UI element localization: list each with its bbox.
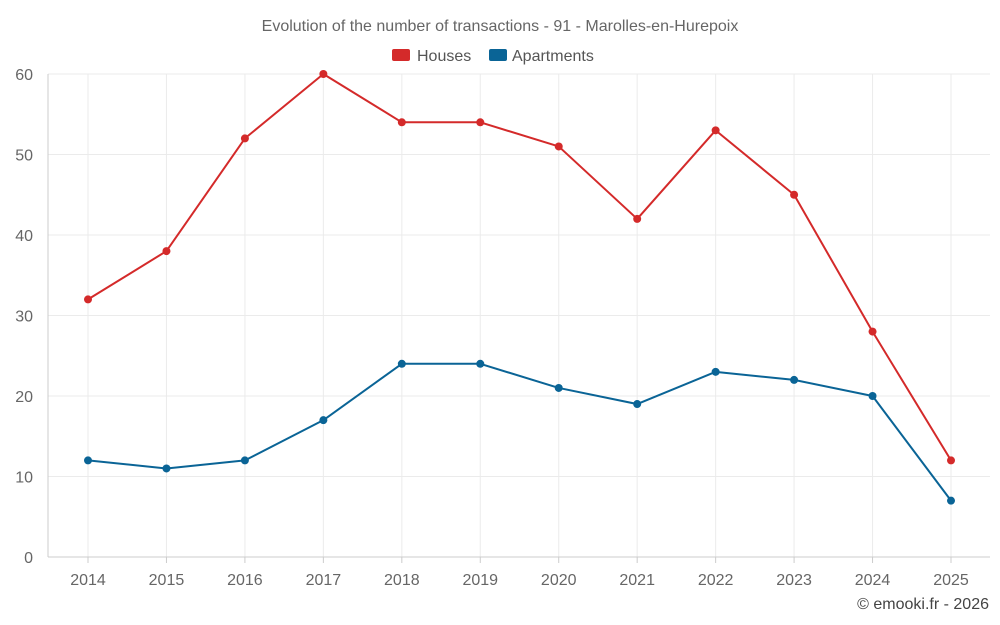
- data-point[interactable]: [162, 247, 171, 256]
- x-tick-label: 2019: [462, 572, 498, 589]
- grid: [48, 73, 990, 558]
- legend-label: Apartments: [512, 48, 594, 65]
- data-point[interactable]: [476, 359, 485, 368]
- data-point[interactable]: [790, 190, 799, 199]
- data-point[interactable]: [554, 142, 563, 151]
- data-point[interactable]: [947, 496, 955, 505]
- data-point[interactable]: [633, 400, 642, 409]
- data-point[interactable]: [868, 327, 877, 336]
- y-tick-label: 30: [15, 309, 33, 326]
- x-tick-label: 2020: [541, 572, 577, 589]
- data-point[interactable]: [319, 70, 328, 78]
- series-line: [87, 73, 952, 461]
- series: [84, 70, 955, 505]
- y-tick-label: 20: [15, 389, 33, 406]
- legend-item-houses[interactable]: Houses: [392, 48, 471, 65]
- y-tick-label: 40: [15, 228, 33, 245]
- data-point[interactable]: [790, 375, 799, 384]
- chart-title: Evolution of the number of transactions …: [262, 18, 739, 35]
- y-tick-label: 0: [24, 550, 33, 567]
- axes: 0 10 20 30 40 50 60 2014 2015 2016 2017 2018 2019 202…: [15, 67, 990, 589]
- x-tick-label: 2014: [70, 572, 106, 589]
- data-point[interactable]: [397, 118, 406, 127]
- data-point[interactable]: [554, 383, 563, 392]
- data-point[interactable]: [397, 359, 406, 368]
- x-tick-label: 2025: [933, 572, 969, 589]
- y-tick-label: 10: [15, 470, 33, 487]
- data-point[interactable]: [84, 295, 92, 304]
- x-tick-label: 2015: [149, 572, 185, 589]
- data-point[interactable]: [84, 456, 92, 465]
- data-point[interactable]: [319, 416, 328, 425]
- data-point[interactable]: [162, 464, 171, 473]
- x-tick-label: 2021: [619, 572, 655, 589]
- y-tick-label: 60: [15, 67, 33, 84]
- x-tick-label: 2023: [776, 572, 812, 589]
- legend-swatch: [489, 49, 507, 61]
- series-houses: [84, 70, 955, 465]
- legend-item-apartments[interactable]: Apartments: [489, 48, 594, 65]
- data-point[interactable]: [868, 392, 877, 400]
- y-tick-label: 50: [15, 148, 33, 165]
- data-point[interactable]: [476, 118, 485, 127]
- x-tick-label: 2016: [227, 572, 263, 589]
- data-point[interactable]: [240, 456, 249, 465]
- series-line: [87, 362, 952, 502]
- series-apartments: [84, 359, 955, 505]
- credit-text: © emooki.fr - 2026: [857, 596, 989, 613]
- data-point[interactable]: [947, 456, 955, 465]
- data-point[interactable]: [633, 214, 642, 223]
- data-point[interactable]: [711, 367, 720, 376]
- data-point[interactable]: [240, 134, 249, 143]
- legend: Houses Apartments: [392, 48, 594, 65]
- x-tick-label: 2024: [855, 572, 891, 589]
- legend-label: Houses: [417, 48, 471, 65]
- legend-swatch: [392, 49, 410, 61]
- data-point[interactable]: [711, 126, 720, 135]
- x-tick-label: 2022: [698, 572, 734, 589]
- x-tick-label: 2018: [384, 572, 420, 589]
- x-tick-label: 2017: [306, 572, 342, 589]
